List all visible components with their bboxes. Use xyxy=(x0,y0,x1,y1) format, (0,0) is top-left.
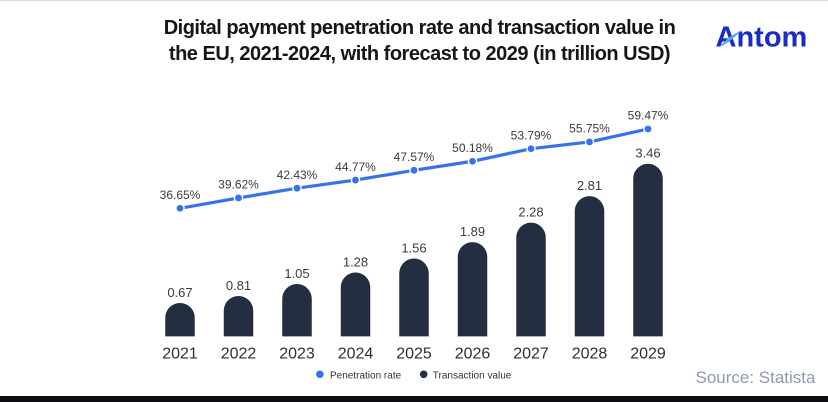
svg-text:2022: 2022 xyxy=(221,346,257,363)
svg-text:50.18%: 50.18% xyxy=(452,141,493,155)
svg-text:59.47%: 59.47% xyxy=(628,109,669,123)
svg-text:2024: 2024 xyxy=(338,346,374,363)
svg-text:39.62%: 39.62% xyxy=(218,178,259,192)
svg-text:2028: 2028 xyxy=(572,346,608,363)
svg-text:1.89: 1.89 xyxy=(460,224,485,239)
svg-text:44.77%: 44.77% xyxy=(335,160,376,174)
svg-text:the EU, 2021-2024, with foreca: the EU, 2021-2024, with forecast to 2029… xyxy=(169,43,670,65)
svg-text:0.67: 0.67 xyxy=(167,285,192,300)
svg-text:Transaction value: Transaction value xyxy=(433,370,512,381)
svg-text:2021: 2021 xyxy=(162,346,198,363)
svg-text:Digital payment penetration ra: Digital payment penetration rate and tra… xyxy=(164,17,676,39)
svg-text:47.57%: 47.57% xyxy=(394,150,435,164)
svg-text:2.28: 2.28 xyxy=(518,205,543,220)
svg-text:2029: 2029 xyxy=(630,346,666,363)
svg-text:2025: 2025 xyxy=(396,346,432,363)
svg-text:55.75%: 55.75% xyxy=(569,122,610,136)
svg-text:0.81: 0.81 xyxy=(226,278,251,293)
svg-text:2.81: 2.81 xyxy=(577,178,602,193)
svg-text:36.65%: 36.65% xyxy=(160,188,201,202)
svg-text:3.46: 3.46 xyxy=(635,146,660,161)
svg-text:2026: 2026 xyxy=(455,346,491,363)
svg-text:1.56: 1.56 xyxy=(401,241,426,256)
svg-text:Source: Statista: Source: Statista xyxy=(695,368,816,387)
svg-text:1.05: 1.05 xyxy=(284,266,309,281)
svg-text:Penetration rate: Penetration rate xyxy=(330,370,402,381)
svg-text:1.28: 1.28 xyxy=(343,255,368,270)
svg-text:42.43%: 42.43% xyxy=(277,168,318,182)
svg-text:53.79%: 53.79% xyxy=(511,128,552,142)
svg-text:2023: 2023 xyxy=(279,346,315,363)
svg-text:2027: 2027 xyxy=(513,346,549,363)
